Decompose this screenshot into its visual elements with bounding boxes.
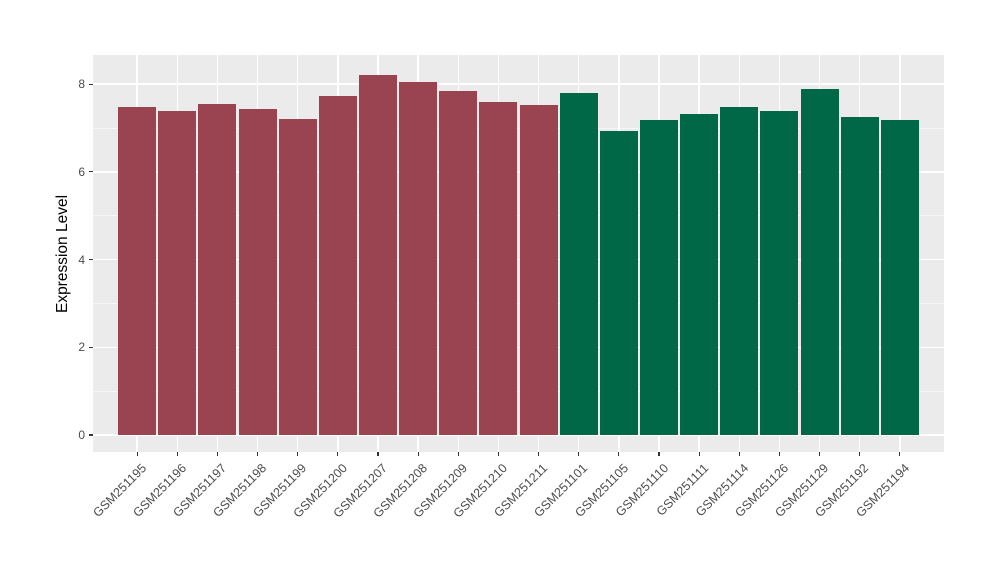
y-tick-label-2: 2 (78, 340, 85, 355)
gridline-major (93, 258, 944, 261)
gridline-major (93, 83, 944, 85)
x-tick-mark (778, 452, 780, 456)
y-tick-mark (89, 171, 93, 173)
x-tick-mark (618, 452, 620, 456)
y-tick-mark (89, 434, 93, 436)
x-tick-mark (297, 452, 299, 456)
x-tick-mark (698, 452, 700, 456)
bar-GSM251195 (118, 107, 157, 435)
bar-GSM251110 (639, 120, 678, 435)
x-tick-mark (818, 452, 821, 456)
bar-GSM251111 (680, 114, 719, 435)
x-tick-mark (457, 452, 459, 456)
bar-GSM251194 (880, 120, 919, 435)
x-tick-mark (738, 452, 740, 456)
x-tick-mark (537, 452, 540, 456)
bar-GSM251207 (359, 74, 397, 435)
bar-GSM251196 (158, 111, 197, 435)
y-tick-mark (89, 259, 93, 261)
y-tick-label-6: 6 (78, 164, 85, 179)
plot-panel (93, 55, 944, 452)
bar-GSM251209 (439, 90, 478, 435)
bar-GSM251210 (479, 101, 518, 435)
bar-GSM251101 (559, 92, 598, 435)
bar-GSM251129 (800, 88, 839, 435)
bar-GSM251211 (519, 105, 558, 435)
x-tick-mark (658, 452, 660, 456)
bar-GSM251208 (399, 81, 438, 435)
bar-GSM251198 (238, 109, 277, 435)
bar-GSM251114 (720, 107, 759, 435)
x-tick-mark (256, 452, 259, 456)
x-tick-mark (578, 452, 580, 456)
x-tick-mark (899, 452, 901, 456)
x-tick-mark (216, 452, 219, 456)
y-tick-label-8: 8 (78, 77, 85, 92)
x-tick-mark (497, 452, 500, 456)
y-tick-mark (89, 83, 93, 85)
bar-GSM251192 (840, 117, 879, 435)
bar-GSM251126 (760, 110, 799, 435)
y-tick-label-4: 4 (78, 252, 85, 267)
x-tick-mark (337, 452, 339, 456)
gridline-minor (93, 302, 944, 304)
x-tick-mark (176, 452, 178, 456)
x-tick-mark (417, 452, 419, 456)
gridline-major (93, 346, 944, 349)
gridline-major (93, 171, 944, 173)
y-tick-mark (89, 346, 93, 348)
x-tick-mark (859, 452, 861, 456)
bar-GSM251200 (318, 96, 357, 435)
x-tick-mark (377, 452, 379, 456)
x-tick-mark (136, 452, 138, 456)
bar-GSM251197 (198, 104, 237, 435)
gridline-minor (93, 390, 944, 392)
gridline-minor (93, 127, 944, 129)
bar-GSM251105 (599, 130, 638, 435)
y-tick-label-0: 0 (78, 428, 85, 442)
gridline-minor (93, 215, 944, 217)
bar-GSM251199 (278, 118, 317, 435)
gridline-major (93, 434, 944, 436)
